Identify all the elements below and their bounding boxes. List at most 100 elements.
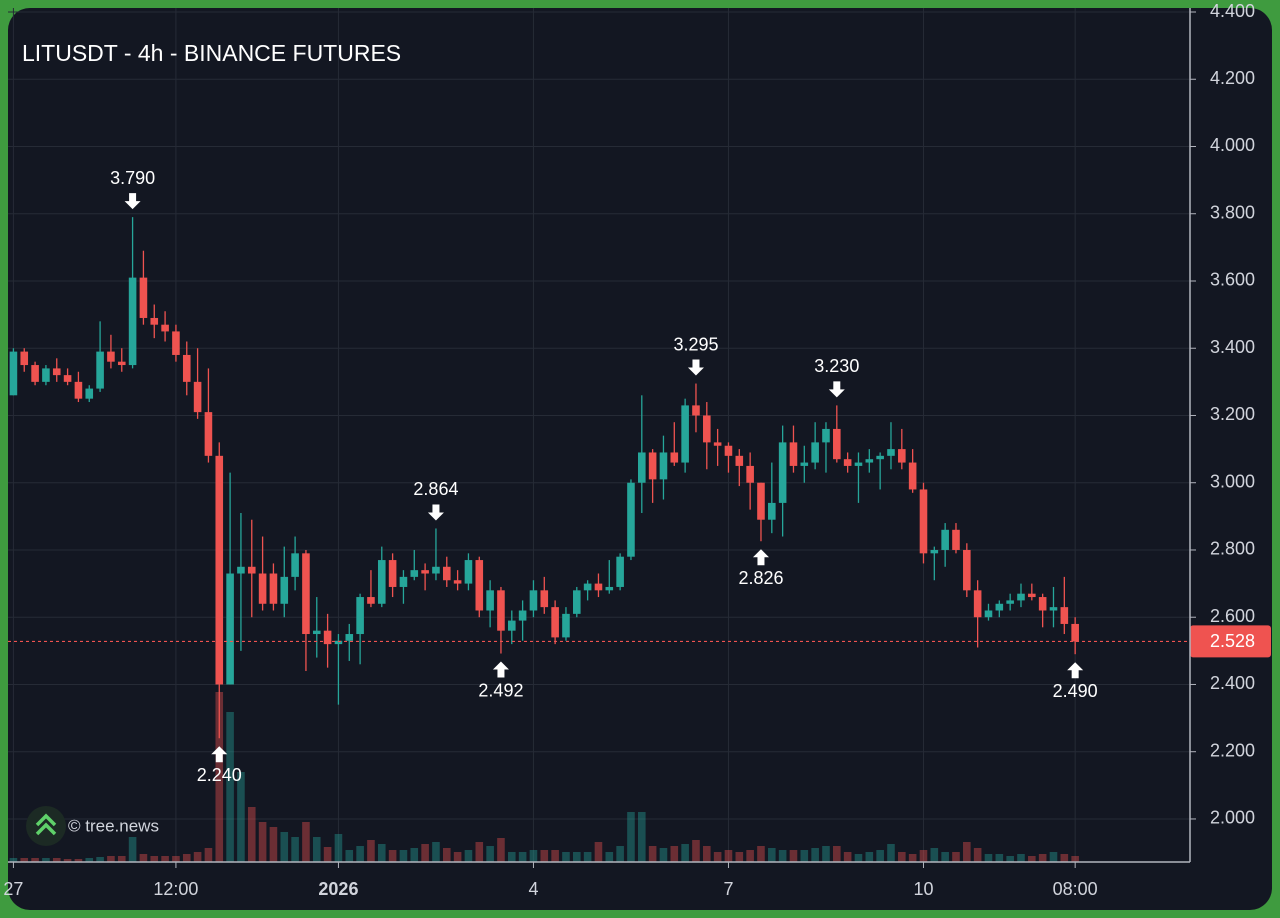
annotation-arrow <box>687 359 704 376</box>
annotation-label: 2.490 <box>1053 681 1098 701</box>
candle-body <box>388 560 397 587</box>
volume-bar <box>605 852 614 862</box>
annotation-label: 3.295 <box>673 334 718 354</box>
candle-body <box>757 482 765 520</box>
candle-body <box>377 560 386 604</box>
volume-bar <box>334 834 343 862</box>
volume-bar <box>616 846 624 862</box>
annotation-arrow <box>828 381 845 398</box>
candle-body <box>345 634 354 641</box>
y-tick-label: 2.400 <box>1210 673 1255 693</box>
candle-body <box>562 613 570 638</box>
candle-body <box>768 502 776 520</box>
volume-bar <box>518 852 527 862</box>
y-tick-label: 4.200 <box>1210 68 1255 88</box>
candle-body <box>616 556 624 587</box>
volume-layer <box>9 692 1079 862</box>
volume-bar <box>312 837 321 862</box>
volume-bar <box>681 844 689 862</box>
volume-bar <box>204 848 213 862</box>
volume-bar <box>887 844 895 862</box>
volume-bar <box>269 827 278 862</box>
volume-bar <box>63 859 72 862</box>
candle-body <box>280 576 289 604</box>
volume-bar <box>768 848 776 862</box>
candle-body <box>930 549 939 554</box>
candle-body <box>410 570 419 577</box>
candle-body <box>670 452 679 463</box>
y-tick-label: 2.800 <box>1210 539 1255 559</box>
volume-bar <box>854 854 863 862</box>
axis-labels: 2.000 2.200 2.400 2.600 2.800 3.000 3.200 3.400… <box>3 1 1255 899</box>
volume-bar <box>356 846 364 862</box>
watermark-logo <box>26 806 66 846</box>
candle-body <box>52 368 61 376</box>
volume-bar <box>172 856 180 862</box>
candle-body <box>952 529 960 550</box>
candle-body <box>128 277 137 366</box>
candle-body <box>540 590 549 608</box>
chart-title: LITUSDT - 4h - BINANCE FUTURES <box>22 40 401 66</box>
volume-bar <box>898 852 906 862</box>
y-tick-label: 3.600 <box>1210 270 1255 290</box>
volume-bar <box>464 850 473 862</box>
candle-body <box>74 381 83 399</box>
candle-body <box>594 583 603 591</box>
candle-body <box>843 459 852 466</box>
candle-body <box>692 405 700 416</box>
annotation-arrow <box>124 193 141 210</box>
candle-body <box>507 620 516 631</box>
volume-bar <box>648 846 657 862</box>
annotation-arrow <box>492 661 509 678</box>
x-tick-label: 08:00 <box>1053 879 1098 899</box>
candle-body <box>572 590 581 614</box>
candle-body <box>811 442 819 463</box>
volume-bar <box>128 837 137 862</box>
annotation-arrow <box>752 549 769 566</box>
grid <box>8 8 1190 862</box>
volume-bar <box>74 859 83 862</box>
candle-body <box>583 583 592 591</box>
candle-body <box>941 529 949 550</box>
volume-bar <box>1038 854 1047 862</box>
x-tick-label: 12:00 <box>153 879 198 899</box>
volume-bar <box>735 852 744 862</box>
candle-body <box>1028 593 1036 598</box>
volume-bar <box>659 848 668 862</box>
candle-body <box>1017 593 1025 601</box>
volume-bar <box>399 850 408 862</box>
candle-body <box>681 405 689 463</box>
volume-bar <box>486 846 494 862</box>
volume-bar <box>182 854 191 862</box>
x-tick-label: 10 <box>913 879 933 899</box>
volume-bar <box>377 844 386 862</box>
candle-body <box>854 462 863 466</box>
candle-body <box>117 361 126 366</box>
volume-bar <box>247 807 256 862</box>
candle-body <box>475 560 484 611</box>
volume-bar <box>150 856 159 862</box>
candle-body <box>1038 597 1047 611</box>
candle-body <box>713 442 722 446</box>
candle-body <box>31 365 39 382</box>
x-tick-label: 27 <box>3 879 23 899</box>
volume-bar <box>193 852 202 862</box>
annotation-arrow <box>1067 662 1084 679</box>
candle-body <box>421 570 429 574</box>
volume-bar <box>865 852 874 862</box>
volume-bar <box>692 840 700 862</box>
volume-bar <box>963 842 971 862</box>
candle-body <box>302 553 310 635</box>
candle-body <box>204 412 213 456</box>
candle-body <box>172 331 180 355</box>
annotation-arrow <box>211 746 228 763</box>
candle-body <box>63 375 72 382</box>
candle-body <box>486 590 494 611</box>
volume-bar <box>323 847 332 862</box>
volume-bar <box>475 842 484 862</box>
candle-body <box>876 455 884 460</box>
volume-bar <box>703 846 711 862</box>
volume-bar <box>930 848 939 862</box>
y-tick-label: 4.000 <box>1210 135 1255 155</box>
volume-bar <box>226 712 234 862</box>
